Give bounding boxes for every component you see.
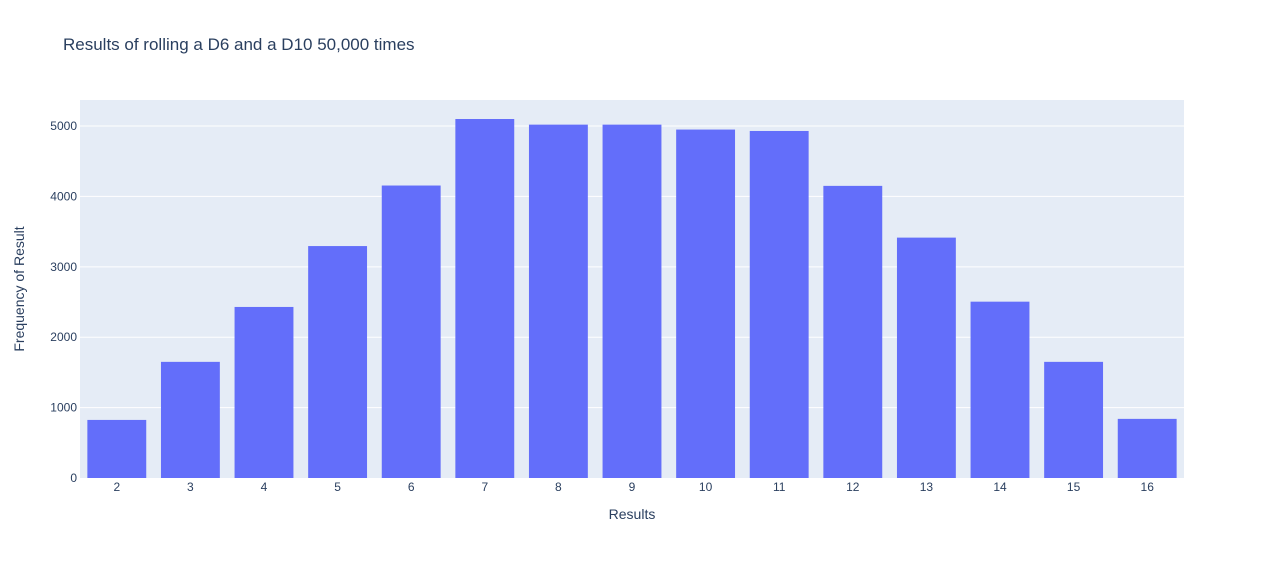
y-tick-label: 1000 bbox=[50, 401, 77, 415]
y-tick-label: 2000 bbox=[50, 330, 77, 344]
x-tick-label: 8 bbox=[555, 480, 562, 494]
y-tick-label: 0 bbox=[70, 471, 77, 485]
bar-14 bbox=[970, 301, 1030, 478]
y-axis-title: Frequency of Result bbox=[11, 226, 27, 351]
y-tick-label: 3000 bbox=[50, 260, 77, 274]
x-axis-ticks: 2 3 4 5 6 7 8 9 10 11 12 13 14 15 16 bbox=[113, 480, 1154, 494]
bar-16 bbox=[1117, 418, 1177, 478]
x-tick-label: 9 bbox=[629, 480, 636, 494]
x-tick-label: 3 bbox=[187, 480, 194, 494]
bar-12 bbox=[823, 185, 883, 479]
y-axis-ticks: 0 1000 2000 3000 4000 5000 bbox=[50, 119, 77, 485]
y-tick-label: 4000 bbox=[50, 189, 77, 203]
x-tick-label: 14 bbox=[993, 480, 1007, 494]
bar-6 bbox=[381, 185, 441, 478]
x-tick-label: 6 bbox=[408, 480, 415, 494]
bar-9 bbox=[602, 124, 662, 478]
x-tick-label: 15 bbox=[1067, 480, 1081, 494]
bar-5 bbox=[308, 246, 368, 478]
bar-2 bbox=[87, 419, 147, 478]
x-tick-label: 16 bbox=[1141, 480, 1155, 494]
bar-4 bbox=[234, 306, 294, 478]
bar-3 bbox=[160, 361, 220, 478]
x-tick-label: 4 bbox=[261, 480, 268, 494]
bar-15 bbox=[1044, 361, 1104, 478]
bar-10 bbox=[676, 129, 736, 478]
x-tick-label: 10 bbox=[699, 480, 713, 494]
bars bbox=[87, 119, 1177, 479]
x-tick-label: 12 bbox=[846, 480, 860, 494]
bar-7 bbox=[455, 119, 515, 478]
x-tick-label: 7 bbox=[481, 480, 488, 494]
chart-title: Results of rolling a D6 and a D10 50,000… bbox=[63, 35, 415, 54]
x-tick-label: 2 bbox=[113, 480, 120, 494]
x-tick-label: 13 bbox=[920, 480, 934, 494]
bar-13 bbox=[896, 237, 956, 478]
bar-11 bbox=[749, 130, 809, 479]
x-tick-label: 11 bbox=[773, 480, 786, 494]
x-tick-label: 5 bbox=[334, 480, 341, 494]
x-axis-title: Results bbox=[609, 506, 656, 522]
y-tick-label: 5000 bbox=[50, 119, 77, 133]
bar-8 bbox=[528, 124, 588, 478]
